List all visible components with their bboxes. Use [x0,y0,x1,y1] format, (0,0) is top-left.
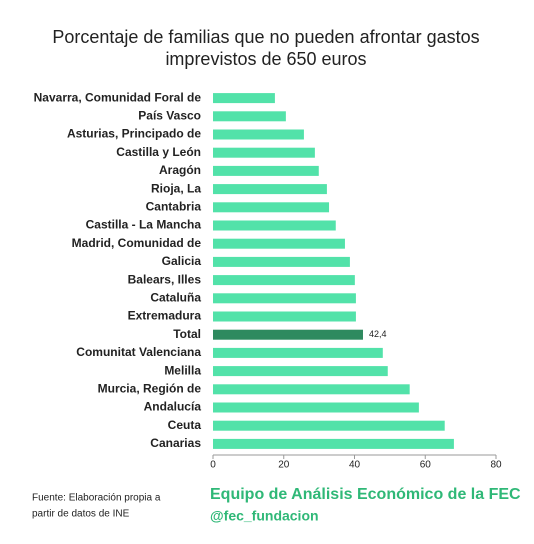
y-tick-label: Andalucía [144,400,202,414]
y-tick-label: Navarra, Comunidad Foral de [34,90,202,104]
source-note: Fuente: Elaboración propia a [32,493,161,504]
credit: Equipo de Análisis Económico de la FEC [210,486,521,503]
bar [213,256,350,267]
bar [213,347,383,358]
y-tick-label: Extremadura [128,309,202,323]
value-label: 42,4 [369,329,387,339]
chart-title: imprevistos de 650 euros [165,49,366,69]
y-tick-label: Total [173,327,201,341]
y-tick-label: Rioja, La [151,181,201,195]
x-tick-label: 0 [210,460,216,471]
y-tick-label: Castilla - La Mancha [86,218,202,232]
bar [213,220,336,231]
y-tick-label: Comunitat Valenciana [76,345,201,359]
bar [213,129,304,140]
bar [213,165,319,176]
bar [213,311,356,322]
bar [213,184,327,195]
bar [213,238,345,249]
bar [213,329,363,340]
bar [213,293,356,304]
x-tick-label: 40 [349,460,361,471]
bar [213,402,419,413]
bar [213,202,330,213]
bar [213,111,286,122]
chart-title: Porcentaje de familias que no pueden afr… [52,27,479,47]
bar [213,275,355,286]
bar [213,438,454,449]
bar [213,384,410,395]
x-tick-label: 60 [420,460,432,471]
x-tick-label: 80 [490,460,502,471]
bar [213,147,315,158]
y-tick-label: Murcia, Región de [98,381,202,395]
bar [213,93,275,104]
y-tick-label: Aragón [159,163,201,177]
bar [213,366,388,377]
y-tick-label: Canarias [150,436,201,450]
y-tick-label: Balears, Illes [128,272,202,286]
y-tick-label: Asturias, Principado de [67,127,201,141]
x-tick-label: 20 [278,460,290,471]
y-tick-label: Castilla y León [116,145,201,159]
bar [213,420,445,431]
y-tick-label: País Vasco [138,108,201,122]
y-tick-label: Ceuta [168,418,202,432]
y-tick-label: Madrid, Comunidad de [72,236,202,250]
y-tick-label: Cataluña [150,290,201,304]
y-tick-label: Galicia [162,254,202,268]
source-note: partir de datos de INE [32,509,130,520]
y-tick-label: Melilla [164,363,201,377]
handle: @fec_fundacion [210,508,319,524]
y-tick-label: Cantabria [146,199,202,213]
